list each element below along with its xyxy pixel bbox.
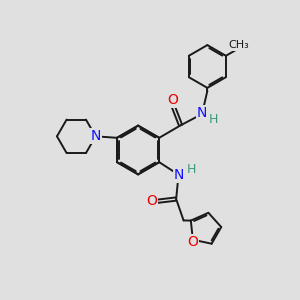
Text: H: H [186, 164, 196, 176]
Text: O: O [146, 194, 157, 208]
Text: N: N [197, 106, 207, 120]
Text: H: H [208, 113, 218, 126]
Text: O: O [187, 235, 198, 249]
Text: N: N [90, 129, 101, 143]
Text: N: N [90, 129, 101, 143]
Text: CH₃: CH₃ [228, 40, 249, 50]
Text: O: O [167, 93, 178, 107]
Text: N: N [174, 168, 184, 182]
